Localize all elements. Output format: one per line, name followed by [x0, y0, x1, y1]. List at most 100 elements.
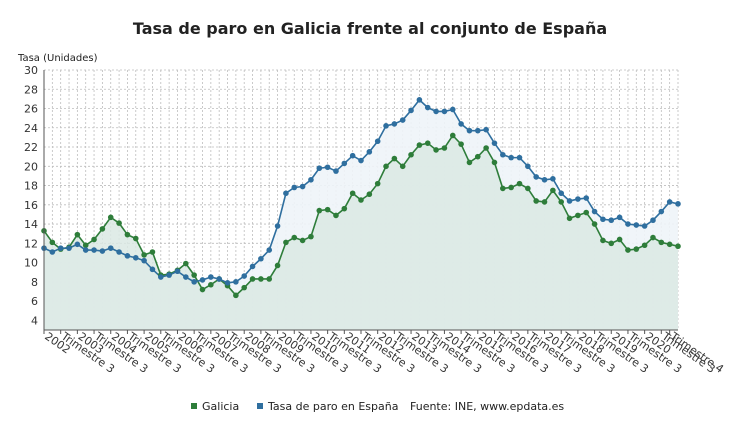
- legend-swatch-galicia: [191, 403, 197, 409]
- data-point-galicia: [49, 239, 56, 246]
- data-point-galicia: [291, 234, 298, 241]
- data-point-galicia: [608, 240, 615, 247]
- data-point-espana: [658, 208, 665, 215]
- data-point-galicia: [658, 239, 665, 246]
- data-point-espana: [74, 241, 81, 248]
- data-point-espana: [333, 168, 339, 174]
- data-point-espana: [266, 247, 273, 253]
- data-point-galicia: [374, 180, 381, 187]
- data-point-espana: [308, 176, 314, 183]
- y-tick-label: 10: [24, 257, 38, 270]
- y-tick-label: 28: [24, 83, 38, 96]
- y-tick-label: 18: [24, 180, 38, 193]
- data-point-galicia: [191, 272, 197, 278]
- data-point-galicia: [491, 159, 498, 166]
- data-point-espana: [391, 121, 398, 127]
- data-point-espana: [541, 176, 548, 183]
- data-point-espana: [558, 190, 565, 197]
- y-tick-label: 8: [31, 276, 38, 289]
- data-point-galicia: [424, 140, 431, 146]
- y-tick-label: 6: [31, 295, 38, 308]
- legend-swatch-espana: [257, 403, 263, 409]
- data-point-espana: [358, 157, 364, 164]
- data-point-espana: [533, 174, 539, 180]
- data-point-espana: [291, 184, 298, 191]
- data-point-galicia: [650, 234, 656, 241]
- data-point-galicia: [74, 231, 81, 238]
- data-point-espana: [483, 126, 489, 133]
- data-point-espana: [49, 249, 56, 255]
- data-point-galicia: [533, 198, 539, 204]
- data-point-espana: [424, 104, 431, 111]
- source-text: Fuente: INE, www.epdata.es: [410, 400, 564, 413]
- data-point-espana: [441, 108, 448, 115]
- data-point-galicia: [391, 155, 398, 162]
- data-point-galicia: [141, 252, 147, 258]
- data-point-galicia: [474, 153, 481, 160]
- data-point-espana: [283, 190, 289, 197]
- data-point-espana: [500, 151, 506, 158]
- data-point-espana: [449, 106, 456, 113]
- data-point-galicia: [283, 239, 289, 246]
- data-point-galicia: [249, 276, 256, 282]
- chart-title: Tasa de paro en Galicia frente al conjun…: [133, 19, 607, 38]
- data-point-espana: [616, 214, 623, 221]
- data-point-espana: [600, 216, 606, 223]
- data-point-galicia: [616, 236, 623, 243]
- data-point-espana: [666, 199, 673, 205]
- data-point-galicia: [383, 163, 389, 170]
- data-point-galicia: [508, 184, 514, 191]
- data-point-espana: [208, 274, 214, 280]
- data-point-galicia: [675, 243, 681, 250]
- data-point-espana: [166, 272, 172, 278]
- data-point-espana: [66, 245, 72, 251]
- data-point-espana: [174, 268, 181, 275]
- data-point-galicia: [107, 214, 114, 221]
- data-point-galicia: [208, 281, 214, 288]
- data-point-espana: [141, 257, 147, 264]
- data-point-galicia: [591, 221, 598, 227]
- data-point-espana: [149, 266, 156, 273]
- data-point-galicia: [583, 209, 590, 216]
- data-point-espana: [99, 248, 106, 254]
- data-point-galicia: [233, 292, 239, 299]
- data-point-galicia: [600, 237, 606, 244]
- y-tick-label: 26: [24, 103, 38, 116]
- data-point-espana: [416, 97, 423, 103]
- data-point-galicia: [124, 231, 131, 238]
- data-point-espana: [91, 247, 97, 253]
- data-point-galicia: [299, 237, 306, 244]
- data-point-galicia: [132, 235, 139, 242]
- data-point-espana: [675, 201, 681, 207]
- y-tick-label: 24: [24, 122, 38, 135]
- y-tick-label: 20: [24, 160, 38, 173]
- data-point-galicia: [500, 185, 506, 192]
- data-point-espana: [608, 217, 615, 224]
- data-point-galicia: [241, 284, 248, 291]
- data-point-galicia: [641, 242, 648, 249]
- data-point-espana: [341, 160, 348, 167]
- data-point-espana: [583, 195, 590, 201]
- data-point-espana: [625, 221, 631, 227]
- y-axis-label: Tasa (Unidades): [17, 53, 98, 64]
- data-point-espana: [575, 196, 581, 202]
- data-point-galicia: [516, 180, 523, 187]
- y-tick-label: 4: [31, 314, 38, 327]
- data-point-espana: [199, 277, 206, 283]
- data-point-galicia: [541, 199, 548, 205]
- data-point-espana: [383, 123, 389, 129]
- data-point-galicia: [358, 197, 364, 203]
- data-point-galicia: [258, 276, 264, 282]
- data-point-espana: [82, 247, 89, 253]
- data-point-espana: [107, 245, 114, 251]
- data-point-espana: [57, 245, 64, 251]
- data-point-espana: [566, 198, 573, 204]
- data-point-espana: [474, 127, 481, 134]
- data-point-galicia: [82, 242, 89, 249]
- data-point-galicia: [116, 220, 122, 226]
- data-point-espana: [274, 223, 281, 229]
- data-point-galicia: [366, 191, 373, 198]
- data-point-galicia: [441, 145, 448, 151]
